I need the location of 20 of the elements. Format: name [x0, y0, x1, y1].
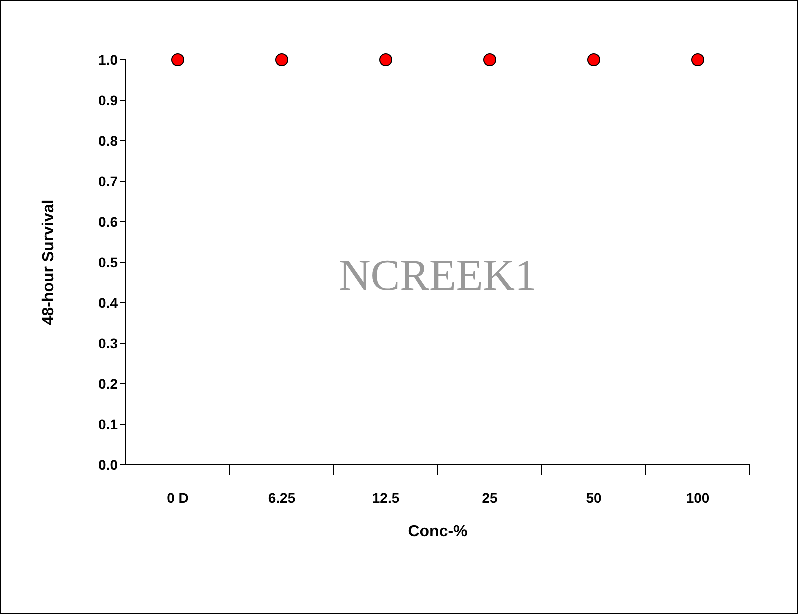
- x-tick-label: 0 D: [167, 490, 189, 506]
- x-tick-label: 25: [482, 490, 498, 506]
- y-tick-label: 0.2: [98, 376, 118, 392]
- x-tick-label: 6.25: [268, 490, 296, 506]
- y-tick-label: 1.0: [98, 52, 118, 68]
- y-tick-label: 0.5: [98, 254, 118, 270]
- y-axis-title: 48-hour Survival: [40, 200, 58, 326]
- annotation: NCREEK1: [338, 250, 538, 301]
- x-tick-label: 12.5: [372, 490, 400, 506]
- x-tick-label: 50: [586, 490, 602, 506]
- y-tick-label: 0.0: [98, 456, 118, 473]
- y-tick-label: 0.9: [98, 92, 118, 108]
- y-tick-label: 0.1: [98, 416, 118, 432]
- y-tick-label: 0.6: [98, 214, 118, 230]
- x-tick-label: 100: [686, 490, 710, 506]
- y-tick-label: 0.8: [98, 132, 118, 149]
- x-axis-title: Conc-%: [408, 523, 468, 540]
- y-tick-label: 0.3: [98, 335, 118, 352]
- y-tick-label: 0.4: [98, 294, 118, 311]
- y-tick-label: 0.7: [98, 173, 118, 190]
